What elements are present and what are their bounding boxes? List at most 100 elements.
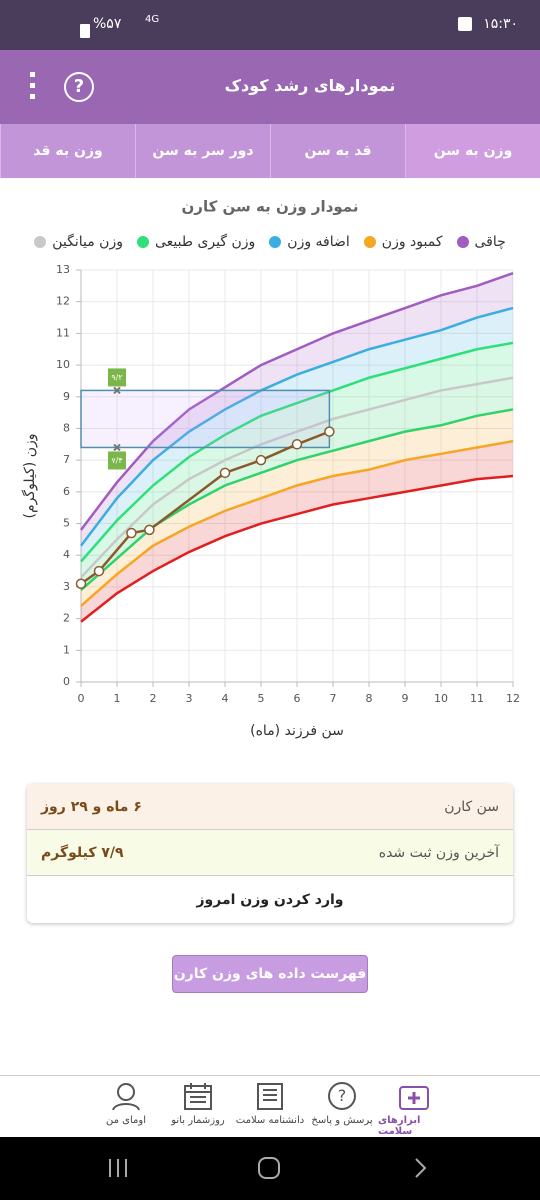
y-tick-label: 12 [56,295,70,308]
band [81,441,513,622]
info-value: ۶ ماه و ۲۹ روز [41,798,142,815]
nav-label: پرسش و پاسخ [311,1115,373,1126]
nav-item[interactable]: روزشمار بانو [162,1076,234,1137]
info-row: آخرین وزن ثبت شده ۷/۹ کیلوگرم [27,830,513,876]
range-box [80,389,331,449]
child-point [144,524,155,536]
band [81,342,513,578]
line [80,474,514,623]
nav-item[interactable]: دانشنامه سلامت [234,1076,306,1137]
y-tick-label: 13 [56,263,70,276]
help-button[interactable]: ? [64,72,94,102]
nav-item[interactable]: اومای من [90,1076,162,1137]
child-point [255,454,267,466]
legend-label: چاقی [474,234,506,250]
y-tick-label: 9 [63,390,70,403]
legend-label: وزن گیری طبیعی [155,234,256,250]
y-tick-label: 4 [63,548,70,561]
info-value: ۷/۹ کیلوگرم [41,844,124,861]
chart: نمودار وزن به سن کارن سن فرزند (ماه) وزن… [21,198,520,740]
child-point [291,439,303,450]
x-tick-label: 11 [470,692,484,705]
x-tick-label: 7 [330,692,337,705]
x-tick-label: 0 [78,692,85,705]
x-tick-label: 10 [434,692,448,705]
y-tick-label: 2 [63,612,70,625]
x-tick-label: 5 [258,692,265,705]
tab[interactable]: دور سر به سن [135,124,270,178]
nav-icon [112,1083,140,1111]
info-row: سن کارن ۶ ماه و ۲۹ روز [27,784,513,830]
header-title: نمودارهای رشد کودک [224,76,396,95]
range-badge [108,451,126,470]
legend-item: وزن گیری طبیعی [137,234,255,250]
add-weight-button[interactable]: وارد کردن وزن امروز [196,891,344,908]
range-marker [113,443,121,452]
x-tick-label: 2 [150,692,157,705]
child-line [80,430,330,585]
y-tick-label: 7 [63,453,70,466]
child-point [75,578,87,590]
band [81,308,513,562]
legend-item: اضافه وزن [269,234,350,250]
nav-label: ابزارهای سلامت [378,1115,421,1137]
legend-swatch [269,236,282,248]
range-badge [108,368,126,387]
tab[interactable]: قد به سن [270,124,405,178]
y-tick-label: 8 [63,421,70,434]
menu-button[interactable] [30,72,36,102]
legend: چاقی کمبود وزن اضافه وزن وزن گیری طبیعی وزن … [0,234,540,250]
svg-text:?: ? [338,1086,347,1105]
line [80,439,514,607]
range-label: ۹/۲ [111,373,122,382]
status-battery: %۵۷ [93,16,122,32]
child-point [93,565,105,577]
range-marker [113,386,121,395]
range-label: ۷/۴ [111,456,122,465]
x-axis-label: سن فرزند (ماه) [250,723,344,739]
legend-swatch [34,236,47,248]
nav-icon [257,1083,283,1110]
legend-item: کمبود وزن [363,234,443,250]
nav-icon: ? [328,1082,356,1110]
y-tick-label: 0 [63,675,70,688]
line [80,341,514,563]
legend-item: چاقی [456,234,506,250]
system-nav-icons [109,1157,427,1179]
y-tick-label: 10 [56,358,70,371]
x-tick-label: 1 [114,692,121,705]
status-icon [458,17,472,31]
x-tick-label: 8 [366,692,373,705]
nav-icon [184,1083,212,1110]
nav-item[interactable]: ? پرسش و پاسخ [306,1076,378,1137]
tab-bar: وزن به سن قد به سن دور سر به سن وزن به ق… [0,124,540,178]
info-card: سن کارن ۶ ماه و ۲۹ روز آخرین وزن ثبت شده… [27,784,513,923]
band [81,409,513,606]
chart-title: نمودار وزن به سن کارن [182,198,359,216]
nav-item[interactable]: ابزارهای سلامت [378,1076,450,1137]
legend-label: وزن میانگین [52,234,123,250]
legend-swatch [363,236,376,248]
nav-icon [399,1086,429,1110]
info-label: سن کارن [444,798,499,815]
line [80,306,514,547]
child-point [126,527,137,539]
line [80,376,514,579]
x-tick-label: 3 [186,692,193,705]
bottom-nav: ابزارهای سلامت ? پرسش و پاسخ دانشنامه سل… [0,1075,540,1137]
legend-label: اضافه وزن [287,234,350,250]
status-bar: ۱۵:۳۰ %۵۷ 4G [0,0,540,50]
tab[interactable]: وزن به سن [405,124,540,178]
info-label: آخرین وزن ثبت شده [378,844,499,861]
app-header: نمودارهای رشد کودک ? [0,50,540,124]
line [80,271,514,531]
status-network: 4G [145,14,160,25]
status-time: ۱۵:۳۰ [483,16,518,32]
tab[interactable]: وزن به قد [0,124,135,178]
weight-list-button[interactable]: فهرست داده های وزن کارن [172,955,368,993]
x-tick-label: 12 [506,692,520,705]
y-tick-label: 6 [63,485,70,498]
y-tick-label: 3 [63,580,70,593]
x-tick-label: 6 [294,692,301,705]
